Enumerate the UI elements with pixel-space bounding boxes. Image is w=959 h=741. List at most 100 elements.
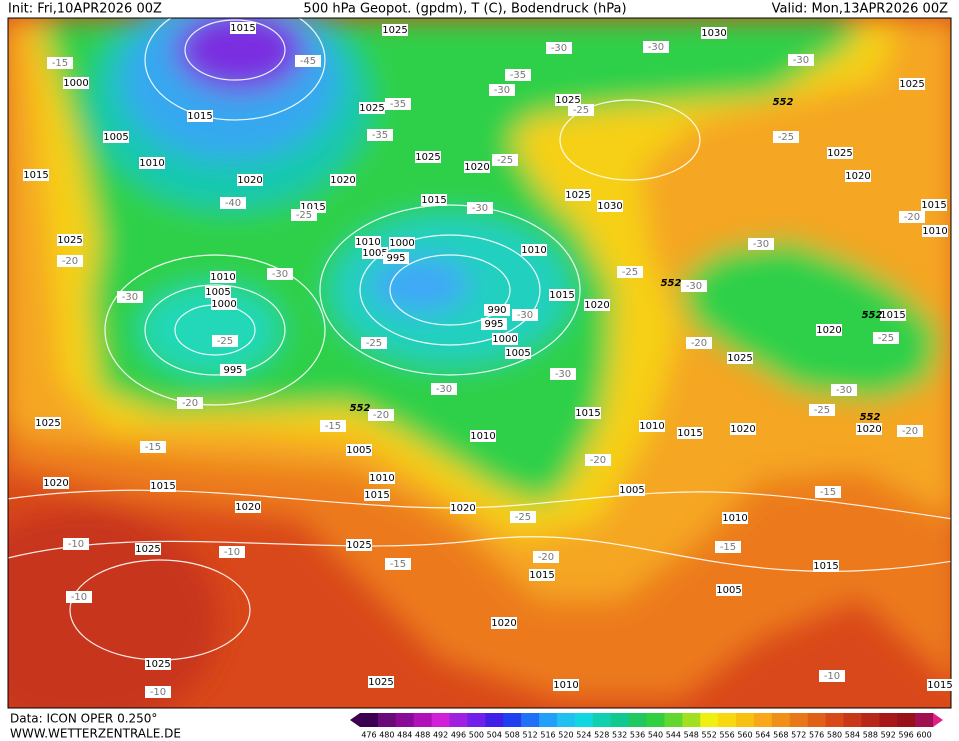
isobar-label: 1005: [716, 585, 741, 596]
temperature-label: -30: [836, 385, 852, 396]
isobar-label-box: [927, 679, 953, 691]
isobar-label: 1010: [139, 158, 164, 169]
isobar-label: 1025: [555, 95, 580, 106]
isobar-label-box: [856, 423, 882, 435]
temperature-label-box: [643, 41, 669, 53]
colorbar-label: 572: [791, 731, 806, 740]
colorbar-label: 496: [451, 731, 466, 740]
colorbar-label: 484: [397, 731, 412, 740]
isobar-label: 1000: [63, 78, 88, 89]
colorbar-cell: [861, 713, 880, 727]
colorbar-cell: [771, 713, 791, 727]
temperature-label: -25: [497, 155, 513, 166]
temperature-label-box: [219, 546, 245, 558]
colorbar-label: 576: [809, 731, 824, 740]
isobar-label: 1005: [505, 348, 530, 359]
colorbar-cell: [646, 713, 665, 727]
isobar-label: 1020: [730, 424, 755, 435]
isobar-label-box: [553, 679, 579, 691]
website: WWW.WETTERZENTRALE.DE: [10, 727, 181, 741]
colorbar-arrow-right: [933, 713, 943, 727]
isobar-label: 995: [223, 365, 242, 376]
isobar-label-box: [827, 147, 853, 159]
isobar-label: 1030: [597, 201, 622, 212]
temperature-label: -30: [517, 310, 533, 321]
isobar-label-box: [187, 110, 213, 122]
colorbar-label: 492: [433, 731, 448, 740]
temperature-label-box: [897, 425, 923, 437]
temperature-label-box: [819, 670, 845, 682]
colorbar-cell: [556, 713, 576, 727]
colorbar-cell: [449, 713, 468, 727]
isobar-label: 1015: [23, 170, 48, 181]
isobar-label-box: [355, 236, 381, 248]
temperature-label: -15: [820, 487, 836, 498]
temperature-label: -15: [52, 58, 68, 69]
temperature-label-box: [686, 337, 712, 349]
isobar-label: 1025: [135, 544, 160, 555]
colorbar-cell: [628, 713, 647, 727]
temperature-label-box: [546, 42, 572, 54]
height-label: 552: [661, 278, 682, 289]
isobar-label-box: [722, 512, 748, 524]
isobar-label: 1020: [237, 175, 262, 186]
colorbar-cell: [539, 713, 558, 727]
temperature-label-box: [715, 541, 741, 553]
isobar-label-box: [450, 502, 476, 514]
isobar-label: 1015: [421, 195, 446, 206]
isobar-label-box: [491, 617, 517, 629]
temperature-label: -40: [225, 198, 241, 209]
colorbar-label: 536: [630, 731, 645, 740]
isobar-label-box: [555, 94, 581, 106]
temperature-label: -35: [510, 70, 526, 81]
temperature-label-box: [385, 98, 411, 110]
map-labels: 1015 1025 1030 1000 1015 1025 1025 1025 1005 1010…: [23, 22, 953, 698]
temperature-label-box: [681, 280, 707, 292]
isobar-label: 1015: [927, 680, 952, 691]
temperature-label-box: [788, 54, 814, 66]
isobar-label-box: [35, 417, 61, 429]
isobar-label-box: [899, 78, 925, 90]
temperature-label: -25: [515, 512, 531, 523]
isobar-label-box: [922, 225, 948, 237]
temperature-label: -20: [373, 410, 389, 421]
temperature-label-box: [361, 337, 387, 349]
temperature-label: -25: [217, 336, 233, 347]
isobar-label: 995: [386, 253, 405, 264]
temperature-label: -20: [904, 212, 920, 223]
isobar-label-box: [701, 27, 727, 39]
colorbar-label: 532: [612, 731, 627, 740]
temperature-label: -30: [686, 281, 702, 292]
isobar-label: 1010: [722, 513, 747, 524]
isobar-label: 1020: [845, 171, 870, 182]
temperature-label-box: [295, 55, 321, 67]
temperature-label: -35: [372, 130, 388, 141]
isobar-label-box: [368, 676, 394, 688]
isobar-label-box: [383, 252, 409, 264]
temperature-label-box: [512, 309, 538, 321]
colorbar-label: 512: [522, 731, 537, 740]
isobar-label: 1025: [415, 152, 440, 163]
colorbar-label: 592: [881, 731, 896, 740]
isobar-label: 1015: [364, 490, 389, 501]
isobar-label: 1025: [727, 353, 752, 364]
isobar-label: 1020: [43, 478, 68, 489]
temperature-label: -20: [590, 455, 606, 466]
temperature-label-box: [831, 384, 857, 396]
temperature-label: -10: [150, 687, 166, 698]
temperature-label: -25: [366, 338, 382, 349]
temperature-label: -30: [122, 292, 138, 303]
isobar-label: 1010: [470, 431, 495, 442]
temperature-label: -30: [472, 203, 488, 214]
colorbar-cell: [467, 713, 486, 727]
colorbar-cell: [897, 713, 916, 727]
isobar-label: 1000: [389, 238, 414, 249]
colorbar-label: 544: [666, 731, 681, 740]
temperature-label-box: [220, 197, 246, 209]
colorbar-label: 584: [845, 731, 860, 740]
isobar-label: 1025: [57, 235, 82, 246]
colorbar-label: 552: [702, 731, 717, 740]
isobar-label-box: [484, 304, 510, 316]
